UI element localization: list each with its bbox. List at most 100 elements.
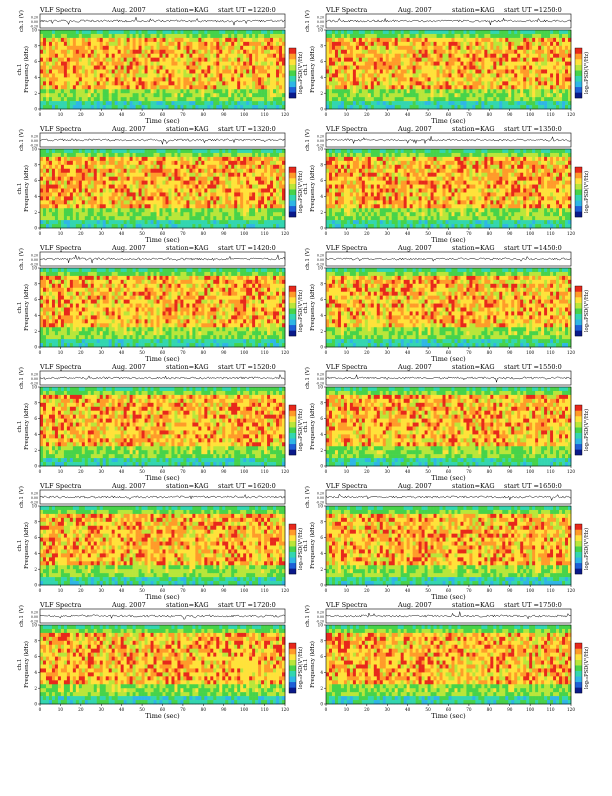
spectrogram-cell xyxy=(329,62,332,66)
spectrogram-cell xyxy=(371,54,374,58)
spectrogram-cell xyxy=(517,34,520,38)
spectrogram-cell xyxy=(130,62,133,66)
spectrogram-cell xyxy=(198,66,201,70)
spectrogram-cell xyxy=(76,93,79,97)
spectrogram-cell xyxy=(544,89,547,93)
spectrogram-cell xyxy=(103,200,106,204)
spectrogram-cell xyxy=(109,54,112,58)
spectrogram-cell xyxy=(219,212,222,216)
spectrogram-cell xyxy=(228,200,231,204)
spectrogram-cell xyxy=(243,101,246,105)
spectrogram-cell xyxy=(216,101,219,105)
spectrogram-cell xyxy=(329,66,332,70)
spectrogram-cell xyxy=(106,77,109,81)
spectrogram-cell xyxy=(389,38,392,42)
spectrogram-cell xyxy=(478,38,481,42)
spectrogram-cell xyxy=(431,97,434,101)
spectrogram-cell xyxy=(160,89,163,93)
spectrogram-cell xyxy=(425,81,428,85)
spectrogram-cell xyxy=(350,85,353,89)
spectrogram-cell xyxy=(446,50,449,54)
spectrogram-cell xyxy=(85,58,88,62)
spectrogram-cell xyxy=(443,50,446,54)
spectrogram-cell xyxy=(58,73,61,77)
spectrogram-cell xyxy=(88,189,91,193)
spectrogram-cell xyxy=(246,192,249,196)
spectrogram-cell xyxy=(559,77,562,81)
spectrogram-cell xyxy=(225,173,228,177)
spectrogram-cell xyxy=(204,212,207,216)
spectrogram-cell xyxy=(46,89,49,93)
spectrogram-cell xyxy=(189,38,192,42)
spectrogram-cell xyxy=(326,54,329,58)
spectrogram-cell xyxy=(356,34,359,38)
spectrogram-cell xyxy=(177,89,180,93)
spectrogram-cell xyxy=(180,181,183,185)
spectrogram-cell xyxy=(46,165,49,169)
spectrogram-cell xyxy=(213,30,216,34)
spectrogram-cell xyxy=(157,73,160,77)
spectrogram-cell xyxy=(246,77,249,81)
spectrogram-cell xyxy=(177,85,180,89)
spectrogram-cell xyxy=(544,93,547,97)
spectrogram-cell xyxy=(329,70,332,74)
spectrogram-cell xyxy=(124,220,127,224)
spectrogram-cell xyxy=(267,161,270,165)
spectrogram-cell xyxy=(243,30,246,34)
spectrogram-cell xyxy=(168,93,171,97)
spectrogram-cell xyxy=(46,216,49,220)
spectrogram-cell xyxy=(142,93,145,97)
spectrogram-cell xyxy=(326,38,329,42)
spectrogram-cell xyxy=(145,58,148,62)
spectrogram-cell xyxy=(383,46,386,50)
spectrogram-cell xyxy=(332,30,335,34)
spectrogram-cell xyxy=(517,66,520,70)
spectrogram-cell xyxy=(493,81,496,85)
spectrogram-cell xyxy=(240,38,243,42)
spectrogram-cell xyxy=(267,105,270,109)
spectrogram-cell xyxy=(183,220,186,224)
spectrogram-cell xyxy=(216,157,219,161)
spectrogram-cell xyxy=(160,196,163,200)
spectrogram-cell xyxy=(365,77,368,81)
spectrogram-cell xyxy=(127,224,130,228)
spectrogram-cell xyxy=(97,105,100,109)
spectrogram-cell xyxy=(505,89,508,93)
spectrogram-cell xyxy=(151,93,154,97)
spectrogram-cell xyxy=(538,54,541,58)
spectrogram-cell xyxy=(192,185,195,189)
spectrogram-cell xyxy=(127,212,130,216)
spectrogram-cell xyxy=(499,46,502,50)
spectrogram-cell xyxy=(219,46,222,50)
spectrogram-cell xyxy=(440,46,443,50)
spectrogram-cell xyxy=(171,66,174,70)
spectrogram-cell xyxy=(139,216,142,220)
spectrogram-cell xyxy=(326,93,329,97)
spectrogram-cell xyxy=(82,196,85,200)
spectrogram-cell xyxy=(443,81,446,85)
spectrogram-cell xyxy=(341,97,344,101)
spectrogram-cell xyxy=(213,189,216,193)
spectrogram-cell xyxy=(234,161,237,165)
spectrogram-cell xyxy=(523,42,526,46)
spectrogram-cell xyxy=(395,105,398,109)
spectrogram-cell xyxy=(103,30,106,34)
spectrogram-cell xyxy=(136,81,139,85)
spectrogram-cell xyxy=(475,42,478,46)
spectrogram-cell xyxy=(225,85,228,89)
spectrogram-cell xyxy=(67,149,70,153)
spectrogram-cell xyxy=(258,97,261,101)
spectrogram-cell xyxy=(112,81,115,85)
spectrogram-cell xyxy=(94,58,97,62)
spectrogram-cell xyxy=(127,62,130,66)
spectrogram-cell xyxy=(243,149,246,153)
spectrogram-cell xyxy=(258,73,261,77)
spectrogram-cell xyxy=(64,161,67,165)
spectrogram-cell xyxy=(359,54,362,58)
spectrogram-cell xyxy=(344,97,347,101)
spectrogram-cell xyxy=(151,196,154,200)
time-tick-label: 120 xyxy=(281,112,289,117)
spectrogram-cell xyxy=(210,81,213,85)
spectrogram-cell xyxy=(556,101,559,105)
spectrogram-cell xyxy=(562,97,565,101)
